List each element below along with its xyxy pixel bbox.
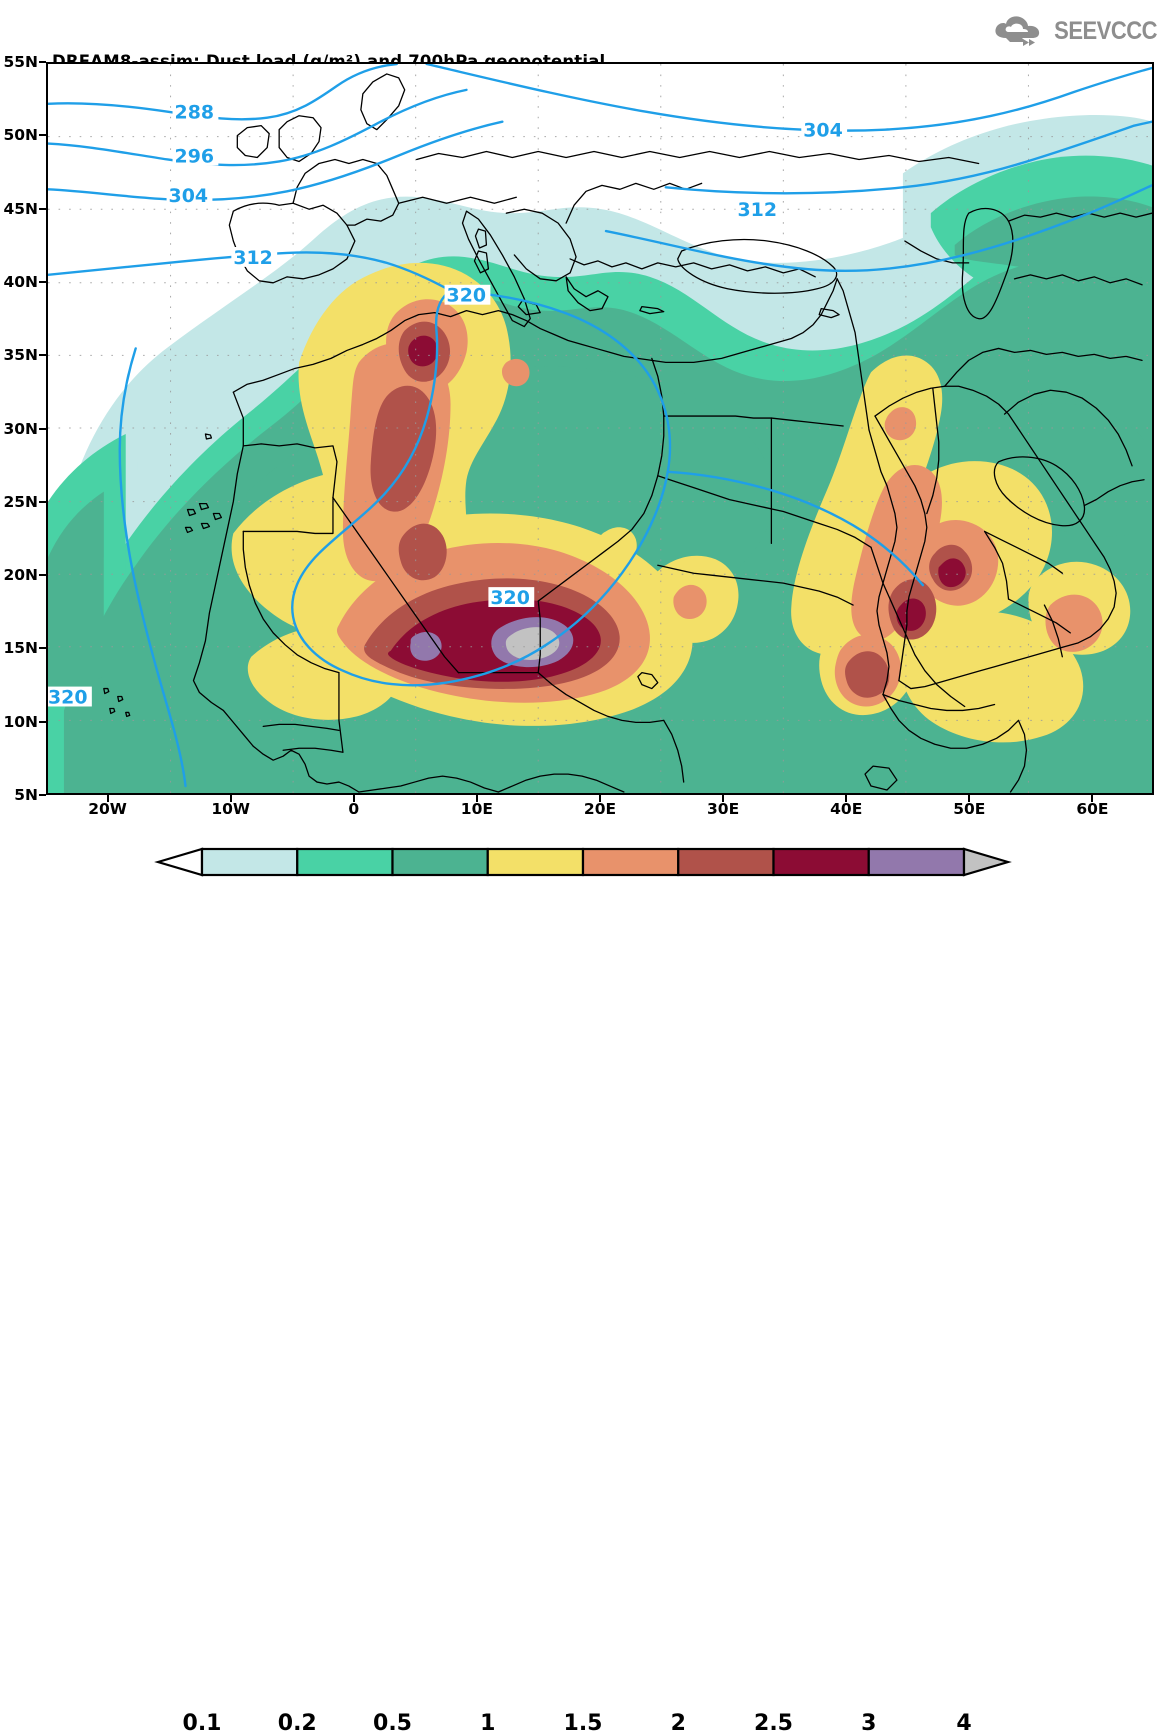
colorbar-tick-label: 3 xyxy=(861,1711,877,1736)
colorbar-cell xyxy=(677,847,775,877)
graticule-grid xyxy=(48,64,1152,793)
x-tick-label: 0 xyxy=(348,800,360,818)
y-tick-mark xyxy=(39,207,46,210)
y-tick-label: 30N xyxy=(3,419,38,438)
dust-load-contours xyxy=(48,115,1152,793)
svg-text:312: 312 xyxy=(738,199,778,221)
seevccc-logo: SEEVCCC xyxy=(992,14,1157,48)
geopotential-contours xyxy=(48,64,1152,788)
y-tick-label: 20N xyxy=(3,566,38,585)
colorbar-tick-label: 0.1 xyxy=(182,1711,222,1736)
y-axis: 55N 50N 45N 40N 35N 30N 25N 20N 15N 10N 5N xyxy=(0,0,46,907)
y-tick-mark xyxy=(39,354,46,357)
y-tick-label: 55N xyxy=(3,53,38,71)
colorbar-tick-label: 4 xyxy=(956,1711,972,1736)
y-tick-mark xyxy=(39,500,46,503)
x-tick-mark xyxy=(845,795,848,802)
x-tick-mark xyxy=(352,795,355,802)
x-tick-label: 50E xyxy=(953,800,986,818)
colorbar-tick-label: 1 xyxy=(480,1711,496,1736)
y-tick-label: 15N xyxy=(3,639,38,658)
y-tick-label: 10N xyxy=(3,712,38,731)
x-tick-mark xyxy=(968,795,971,802)
y-tick-mark xyxy=(39,427,46,430)
y-tick-label: 45N xyxy=(3,199,38,218)
colorbar-over-arrow xyxy=(962,847,1012,877)
colorbar-cell xyxy=(486,847,585,877)
y-tick-label: 50N xyxy=(3,126,38,145)
svg-text:288: 288 xyxy=(175,102,215,124)
colorbar-cell xyxy=(200,847,299,877)
x-tick-mark xyxy=(106,795,109,802)
svg-text:320: 320 xyxy=(490,587,530,609)
y-tick-mark xyxy=(39,61,46,63)
colorbar-tick-label: 0.5 xyxy=(373,1711,412,1736)
y-tick-label: 5N xyxy=(14,786,38,804)
y-tick-label: 35N xyxy=(3,346,38,365)
svg-text:304: 304 xyxy=(803,120,843,142)
x-tick-mark xyxy=(1091,795,1094,802)
x-tick-label: 20E xyxy=(583,800,617,818)
y-tick-mark xyxy=(39,720,46,723)
colorbar-cell xyxy=(772,847,870,877)
y-tick-label: 40N xyxy=(3,272,38,291)
colorbar-tick-label: 1.5 xyxy=(563,1711,603,1736)
svg-text:312: 312 xyxy=(233,247,273,269)
x-tick-label: 60E xyxy=(1076,800,1109,818)
x-tick-label: 30E xyxy=(707,800,740,818)
x-tick-mark xyxy=(229,795,232,802)
y-tick-label: 25N xyxy=(3,492,38,511)
y-tick-mark xyxy=(39,134,46,137)
x-tick-label: 20W xyxy=(88,800,127,818)
svg-text:320: 320 xyxy=(447,285,487,307)
y-tick-mark xyxy=(39,794,46,796)
svg-text:296: 296 xyxy=(175,145,215,167)
x-tick-label: 40E xyxy=(830,800,863,818)
x-tick-label: 10W xyxy=(211,800,250,818)
x-axis: 20W 10W 0 10E 20E 30E 40E 50E 60E xyxy=(88,795,1109,818)
svg-text:304: 304 xyxy=(169,185,209,207)
colorbar-cell xyxy=(296,847,394,877)
x-tick-mark xyxy=(722,795,725,802)
colorbar-cell xyxy=(581,847,680,877)
y-tick-mark xyxy=(39,647,46,650)
cloud-icon xyxy=(995,16,1040,46)
logo-text: SEEVCCC xyxy=(1054,16,1157,45)
colorbar-tick-label: 2.5 xyxy=(754,1711,793,1736)
x-tick-mark xyxy=(475,795,478,802)
colorbar-tick-label: 2 xyxy=(670,1711,686,1736)
svg-text:320: 320 xyxy=(48,687,88,709)
colorbar-cell xyxy=(867,847,966,877)
map-plot-area: 288 296 304 312 304 312 320 320 320 xyxy=(46,62,1154,795)
contour-labels: 288 296 304 312 304 312 320 320 320 xyxy=(48,102,848,709)
y-tick-mark xyxy=(39,574,46,577)
dust-load-map: 288 296 304 312 304 312 320 320 320 xyxy=(48,64,1152,793)
colorbar: 0.1 0.2 0.5 1 1.5 2 2.5 3 4 xyxy=(0,843,1165,1736)
colorbar-tick-label: 0.2 xyxy=(277,1711,317,1736)
colorbar-under-arrow xyxy=(154,847,204,877)
y-tick-mark xyxy=(39,280,46,283)
x-tick-mark xyxy=(599,795,601,802)
colorbar-cell xyxy=(391,847,489,877)
coastlines-and-borders xyxy=(103,73,1152,793)
colorbar-swatches xyxy=(154,847,1012,877)
x-tick-label: 10E xyxy=(460,800,493,818)
